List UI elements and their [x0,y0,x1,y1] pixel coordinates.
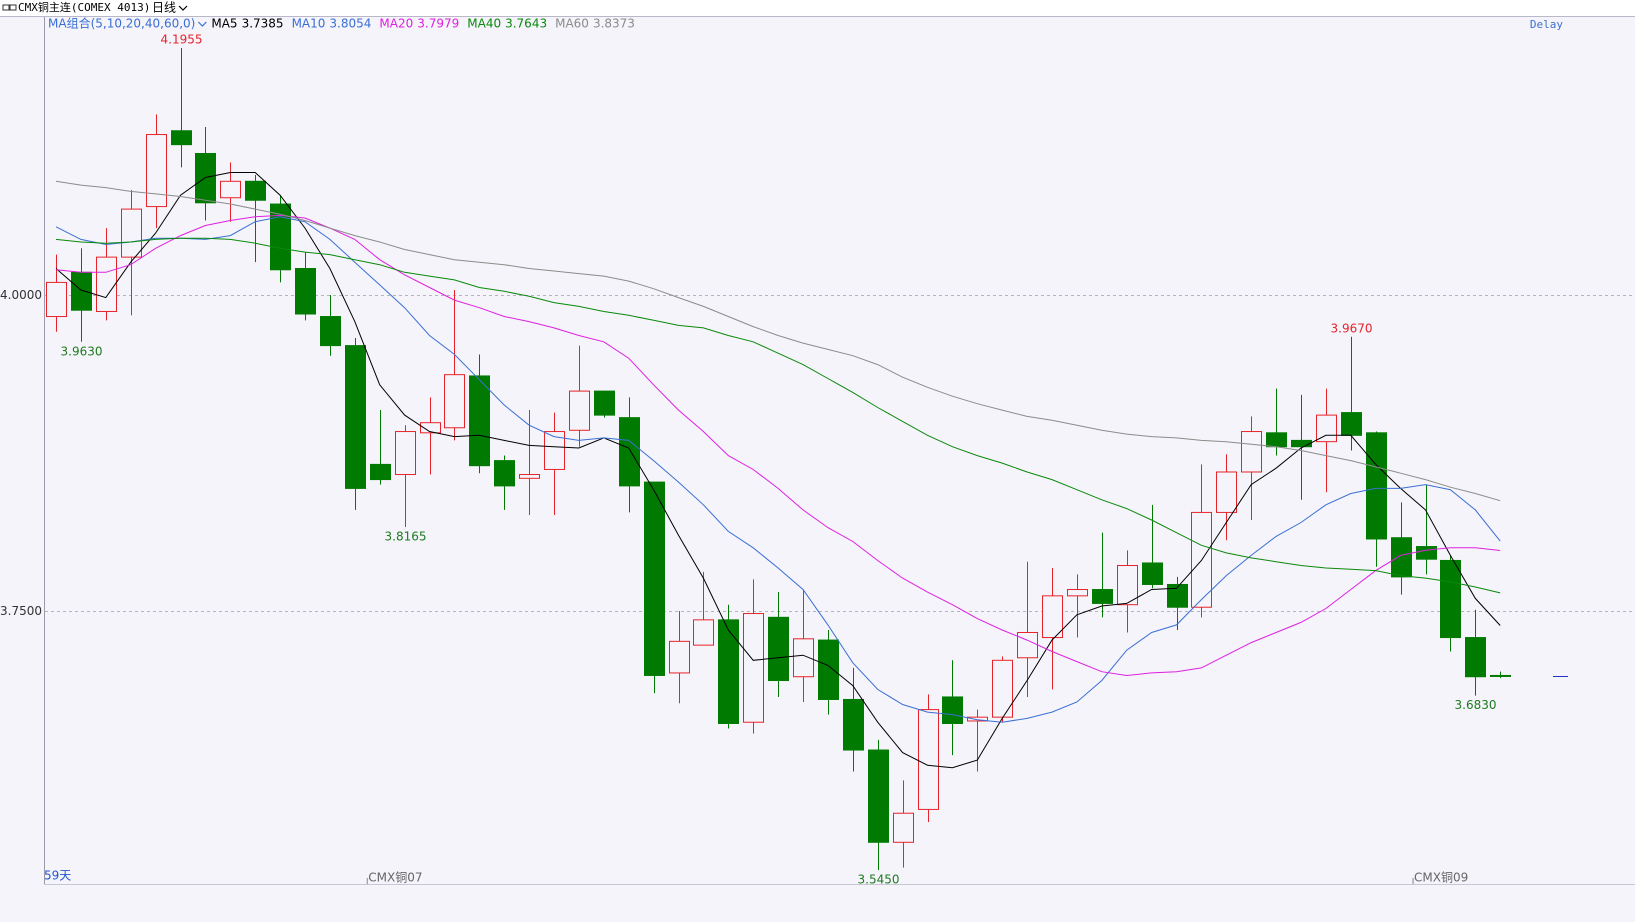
candle-body [1465,637,1486,678]
candle-body [818,639,839,700]
candle-body [1391,537,1412,578]
indicator-label[interactable]: MA组合(5,10,20,40,60,0) [48,16,195,31]
candle-body [345,345,366,489]
candle-body [46,281,67,318]
high-label: 3.9670 [1331,321,1373,335]
legend-value: 3.7979 [417,17,459,31]
candle-body [220,180,241,199]
candle-body [245,180,266,201]
candle-body [146,134,167,208]
candle-body [1366,432,1387,540]
candle-body [1067,589,1088,597]
toolbar [0,0,1635,16]
candle-body [519,474,540,479]
low-label: 3.6830 [1455,698,1497,712]
low-label: 3.9630 [61,344,103,358]
legend-name: MA10 [292,17,326,31]
candle-body [768,616,789,682]
candle-body [1490,674,1511,677]
legend-value: 3.7385 [242,17,284,31]
ma-line [55,237,1501,594]
candle-body [893,812,914,843]
candle-body [171,130,192,146]
candle-body [121,208,142,258]
candle-body [1092,589,1113,604]
chart-icon [2,4,17,11]
high-label: 4.1955 [161,32,203,46]
legend-name: MA20 [379,17,413,31]
candle-body [469,375,490,467]
ma-line [55,180,1501,502]
candle-body [843,698,864,751]
plot [46,47,1511,871]
legend-value: 3.8054 [329,17,371,31]
candle-body [295,268,316,315]
x-tick-label: CMX铜07 [368,870,422,885]
dropdown-arrow[interactable] [178,5,188,11]
days-label: 59天 [44,869,71,883]
candle-body [195,152,216,204]
legend-name: MA40 [467,17,501,31]
chart-title: CMX铜主连(COMEX 4013) [18,0,150,14]
candle-body [967,716,988,722]
y-tick-label: 3.7500 [0,604,42,618]
candle-body [1117,565,1138,606]
candle-body [644,481,665,676]
candle-body [370,463,391,481]
low-label: 3.8165 [385,529,427,543]
candle-body [270,203,291,271]
candle-body [71,271,92,311]
low-label: 3.5450 [858,873,900,887]
ma-line [55,216,1501,723]
candle-body [594,390,615,416]
candle-body [1142,562,1163,585]
legend-name: MA5 [211,17,237,31]
candle-body [1241,431,1262,473]
candle-body [96,256,117,312]
candle-body [669,640,690,674]
candle-body [1167,583,1188,608]
legend-value: 3.8373 [593,17,635,31]
candle-body [1416,546,1437,560]
candle-body [992,659,1013,718]
y-tick-label: 4.0000 [0,288,42,302]
candle-body [1440,559,1461,639]
x-tick-label: CMX铜09 [1414,870,1468,885]
dropdown-arrow[interactable] [197,21,207,27]
ma-line [55,214,1501,677]
candle-body [544,431,565,470]
candle-body [320,316,341,347]
candle-body [444,374,465,429]
candle-body [569,390,590,431]
candle-body [494,460,515,487]
candle-body [743,613,764,723]
candle-body [1017,631,1038,659]
candle-body [1266,432,1287,448]
candle-body [1316,414,1337,443]
period-selector[interactable]: 日线 [152,1,176,15]
candle-body [420,422,441,434]
candle-body [619,417,640,487]
candle-body [942,696,963,724]
candle-body [1216,471,1237,513]
legend-name: MA60 [555,17,589,31]
candle-body [395,431,416,476]
candle-body [918,709,939,810]
candle-body [693,619,714,646]
candle-body [718,619,739,724]
candle-body [868,749,889,843]
candle-body [1042,595,1063,639]
candle-body [793,638,814,678]
candle-body [1341,412,1362,436]
delay-status: Delay [1530,18,1563,31]
legend-value: 3.7643 [505,17,547,31]
candle-body [1291,439,1312,448]
